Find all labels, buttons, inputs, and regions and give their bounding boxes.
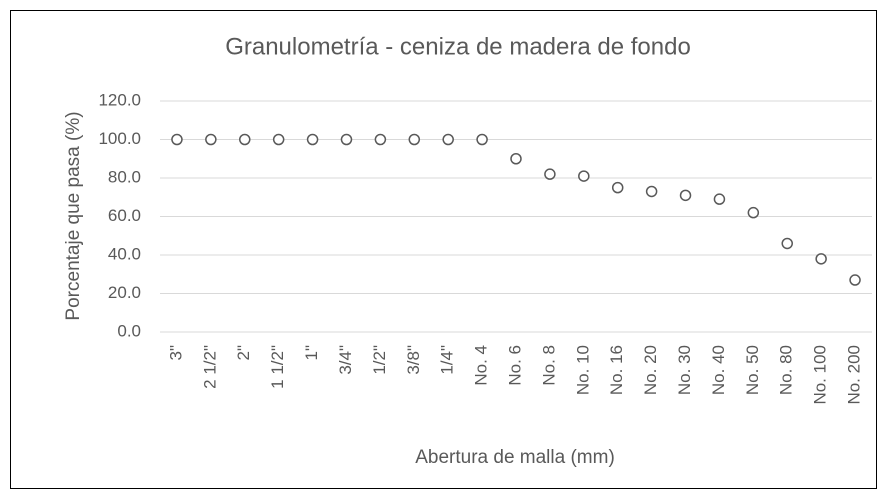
- marker: [272, 133, 285, 146]
- marker: [713, 193, 726, 205]
- marker: [306, 133, 319, 146]
- marker: [340, 133, 353, 146]
- marker: [815, 253, 827, 265]
- x-tick-label: 1/4": [438, 345, 457, 375]
- x-tick-label: No. 8: [539, 345, 558, 386]
- y-tick-label: 20.0: [108, 283, 141, 302]
- x-tick-label: 2 1/2": [200, 345, 219, 389]
- marker: [679, 189, 692, 202]
- y-tick-label: 40.0: [108, 244, 141, 263]
- y-tick-label: 80.0: [108, 167, 141, 186]
- y-tick-label: 120.0: [98, 90, 141, 109]
- x-axis-title: Abertura de malla (mm): [415, 447, 615, 468]
- y-axis-title: Porcentaje que pasa (%): [63, 111, 84, 320]
- x-tick-label: No. 100: [811, 345, 830, 405]
- x-tick-label: 1 1/2": [268, 345, 287, 389]
- marker: [171, 133, 183, 146]
- marker: [374, 133, 387, 146]
- x-tick-label: No. 40: [709, 345, 728, 395]
- marker: [645, 185, 658, 198]
- x-tick-label: 1/2": [370, 345, 389, 375]
- y-tick-label: 100.0: [98, 129, 141, 148]
- marker: [205, 133, 217, 146]
- y-tick-label: 60.0: [108, 206, 141, 225]
- marker: [849, 274, 861, 286]
- x-tick-label: 3/4": [336, 345, 355, 375]
- x-tick-label: 1": [302, 345, 321, 361]
- x-tick-label: No. 6: [505, 345, 524, 386]
- marker: [476, 133, 488, 146]
- x-tick-label: 3": [166, 345, 185, 361]
- x-tick-label: No. 20: [641, 345, 660, 395]
- x-tick-label: No. 4: [472, 345, 491, 386]
- marker: [747, 206, 760, 219]
- marker: [578, 170, 590, 182]
- chart-border: [10, 10, 877, 489]
- x-tick-label: No. 50: [743, 345, 762, 395]
- x-tick-label: No. 10: [573, 345, 592, 395]
- x-tick-label: No. 16: [607, 345, 626, 395]
- x-tick-label: 3/8": [404, 345, 423, 375]
- marker: [239, 133, 251, 146]
- marker: [611, 181, 624, 194]
- marker: [442, 133, 454, 146]
- marker: [544, 168, 556, 180]
- y-tick-label: 0.0: [117, 321, 141, 340]
- x-tick-label: No. 200: [845, 345, 864, 405]
- marker: [408, 133, 421, 146]
- x-tick-label: No. 80: [777, 345, 796, 395]
- marker: [781, 237, 793, 250]
- marker: [510, 153, 522, 165]
- x-tick-label: No. 30: [675, 345, 694, 395]
- chart-title: Granulometría - ceniza de madera de fond…: [225, 33, 691, 60]
- x-tick-label: 2": [234, 345, 253, 361]
